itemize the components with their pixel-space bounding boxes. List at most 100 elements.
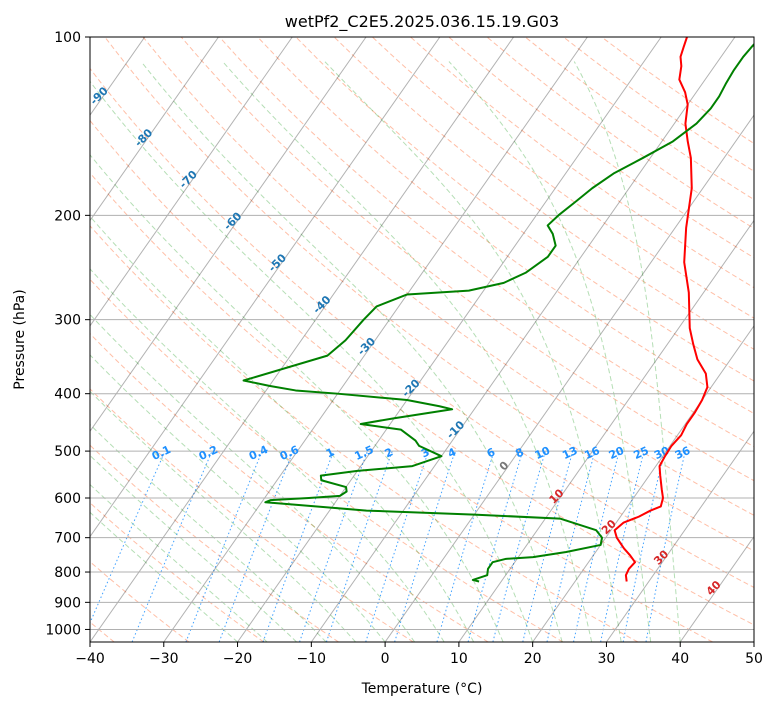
mixing-ratio-label: 0.4 — [247, 443, 270, 463]
x-axis: −40 −30 −20 −10 0 10 20 30 40 50 — [75, 642, 763, 667]
dry-adiabat-line — [90, 119, 754, 626]
isotherm-line — [606, 430, 754, 642]
dry-adiabat-line — [219, 37, 754, 448]
dry-adiabat-line — [448, 37, 754, 259]
mixing-ratio-line — [365, 450, 429, 642]
x-tick-label: 50 — [745, 651, 763, 667]
y-tick-label: 600 — [54, 491, 81, 507]
chart-title: wetPf2_C2E5.2025.036.15.19.G03 — [285, 12, 559, 32]
dry-adiabat-line — [90, 67, 754, 589]
dry-adiabat-line — [90, 172, 713, 642]
isotherm-label: 0 — [497, 458, 512, 473]
moist-adiabat-line — [448, 61, 652, 642]
moist-adiabat-line — [573, 61, 681, 642]
y-tick-label: 200 — [54, 208, 81, 224]
isotherm-label: -50 — [266, 251, 289, 274]
x-tick-label: 20 — [524, 651, 542, 667]
y-tick-label: 300 — [54, 313, 81, 329]
dry-adiabat-line — [180, 37, 754, 482]
dry-adiabat-line — [257, 37, 754, 415]
isotherm-line — [90, 37, 515, 642]
isotherm-label: -60 — [221, 209, 244, 232]
mixing-ratio-line — [492, 450, 546, 642]
moist-adiabat-line — [90, 454, 297, 642]
isotherm-line — [458, 219, 754, 642]
mixing-ratio-label: 6 — [485, 445, 498, 460]
x-tick-label: −10 — [297, 651, 327, 667]
dry-adiabat-line — [90, 502, 265, 642]
dry-adiabat-line — [90, 444, 339, 642]
mixing-ratio-label: 0.2 — [197, 443, 220, 463]
isotherm-label: 30 — [651, 547, 671, 567]
mixing-ratio-label: 1.5 — [353, 443, 376, 463]
y-tick-label: 100 — [54, 30, 81, 46]
sounding-profiles — [242, 37, 754, 583]
mixing-ratio-line — [436, 450, 495, 642]
mixing-ratio-line — [90, 450, 166, 625]
isotherm-line — [90, 37, 367, 433]
moist-adiabat-line — [222, 61, 593, 642]
mixing-ratio-label: 0.6 — [278, 443, 301, 463]
isotherm-line — [384, 114, 754, 642]
x-tick-label: 10 — [450, 651, 468, 667]
isotherm-label: -10 — [444, 418, 467, 441]
isobar-gridlines — [90, 37, 754, 630]
moist-adiabat-line — [90, 483, 268, 642]
y-tick-label: 900 — [54, 595, 81, 611]
isotherm-label: -20 — [399, 376, 422, 399]
dry-adiabat-line — [90, 561, 190, 642]
isotherm-label: 40 — [704, 578, 724, 598]
mixing-ratio-line — [645, 450, 686, 642]
moist-adiabat-line — [324, 61, 622, 642]
isotherm-line — [90, 37, 293, 327]
isotherm-label: -80 — [132, 126, 155, 149]
moist-adiabat-line — [90, 154, 504, 642]
y-tick-label: 1000 — [45, 622, 81, 638]
isotherm-line — [753, 641, 754, 642]
x-tick-label: −20 — [223, 651, 253, 667]
dry-adiabat-line — [90, 332, 489, 642]
isotherm-line — [310, 37, 736, 642]
moist-adiabat-line — [90, 354, 386, 642]
mixing-ratio-line — [546, 450, 596, 642]
dry-adiabat-line — [486, 37, 754, 230]
mixing-ratio-label: 36 — [673, 444, 693, 462]
skewed-isotherms — [90, 37, 754, 642]
mixing-ratio-line — [394, 450, 456, 642]
dry-adiabat-line — [371, 37, 754, 319]
plot-area: 0.1 0.2 0.4 0.6 1 1.5 2 3 4 6 8 10 13 16 20 25 30 36-100-… — [90, 37, 754, 642]
mixing-ratio-label: 20 — [607, 444, 627, 462]
y-axis: 100 200 300 400 500 600 700 800 900 1000 — [45, 30, 90, 638]
dry-adiabats — [90, 37, 754, 642]
dry-adiabat-line — [410, 37, 754, 289]
isotherm-line — [90, 37, 441, 538]
mixing-ratio-line — [262, 450, 335, 642]
moist-adiabat-line — [90, 423, 327, 642]
x-tick-label: 0 — [381, 651, 390, 667]
isotherm-line — [237, 37, 662, 642]
mixing-ratio-label: 13 — [560, 444, 579, 462]
dry-adiabat-line — [142, 37, 754, 516]
dry-adiabat-line — [333, 37, 754, 350]
mixing-ratio-line — [218, 450, 294, 642]
mixing-ratio-label: 8 — [513, 446, 525, 461]
mixing-ratio-lines — [90, 450, 686, 642]
y-axis-title: Pressure (hPa) — [12, 289, 28, 389]
mixing-ratio-label: 10 — [533, 444, 553, 462]
mixing-ratio-line — [600, 450, 645, 642]
x-axis-title: Temperature (°C) — [361, 681, 483, 697]
mixing-ratio-line — [573, 450, 620, 642]
isotherm-line — [679, 535, 754, 642]
mixing-ratio-line — [467, 450, 524, 642]
isotherm-line — [532, 325, 754, 642]
y-tick-label: 400 — [54, 387, 81, 403]
mixing-ratio-label: 30 — [652, 444, 672, 462]
moist-adiabats — [90, 61, 681, 642]
dewpoint-profile-line — [242, 42, 754, 583]
isotherm-label: -70 — [177, 168, 200, 191]
isotherm-line — [163, 37, 588, 642]
dry-adiabat-line — [104, 37, 754, 552]
y-tick-label: 700 — [54, 531, 81, 547]
mixing-ratio-line — [522, 450, 574, 642]
mixing-ratio-label: 25 — [632, 444, 651, 462]
